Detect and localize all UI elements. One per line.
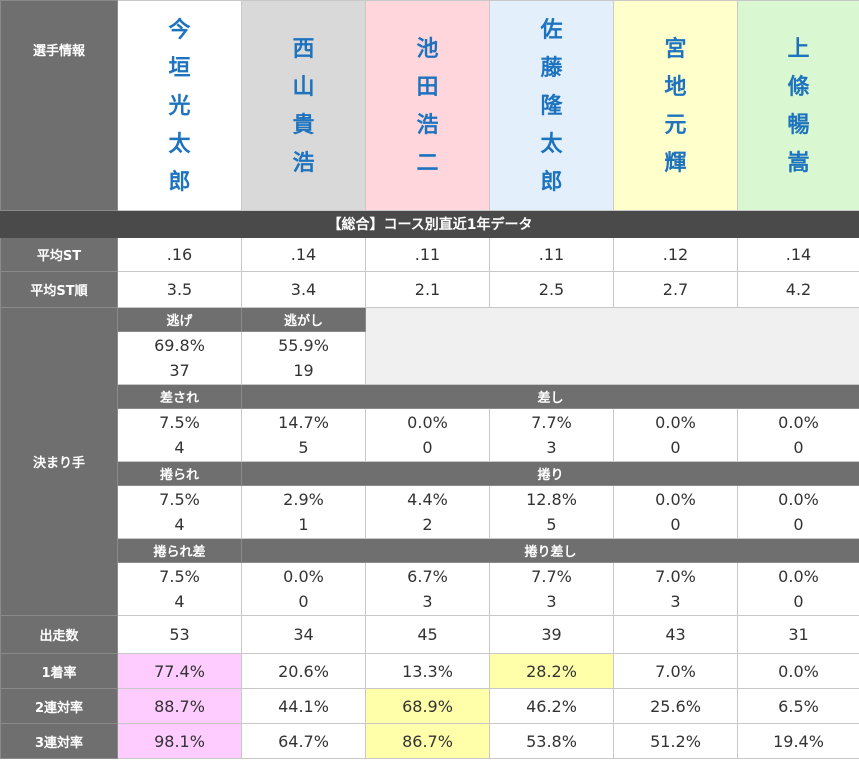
quinella-rate-value: 46.2%: [489, 688, 614, 724]
makurare-header: 捲られ: [117, 461, 242, 486]
starts-row: 出走数 53 34 45 39 43 31: [0, 615, 859, 654]
quinella-rate-value: 44.1%: [241, 688, 366, 724]
header-label: 選手情報: [0, 0, 118, 211]
kimarite-sashi-header-row: 差され 差し: [1, 384, 859, 409]
makuri-value: 12.8% 5: [489, 485, 614, 539]
racer-name-6[interactable]: 上條暢嵩: [737, 0, 859, 211]
makuri-value: 4.4% 2: [365, 485, 490, 539]
kimarite-nige-value-row: 69.8% 37 55.9% 19: [1, 331, 859, 385]
makurare-value: 7.5% 4: [117, 485, 242, 539]
sasare-header: 差され: [117, 384, 242, 409]
avg-st-rank-value: 3.4: [241, 271, 366, 308]
trio-rate-value: 64.7%: [241, 723, 366, 759]
avg-st-value: .14: [241, 237, 366, 272]
quinella-rate-value: 88.7%: [117, 688, 242, 724]
makuri-sashi-value: 7.0% 3: [613, 562, 738, 616]
quinella-rate-value: 6.5%: [737, 688, 859, 724]
avg-st-value: .12: [613, 237, 738, 272]
trio-rate-value: 51.2%: [613, 723, 738, 759]
quinella-rate-value: 68.9%: [365, 688, 490, 724]
quinella-rate-row: 2連対率 88.7% 44.1% 68.9% 46.2% 25.6% 6.5%: [0, 688, 859, 724]
racer-name-1[interactable]: 今垣光太郎: [117, 0, 242, 211]
kimarite-label: 決まり手: [0, 307, 118, 616]
win-rate-label: 1着率: [0, 653, 118, 689]
avg-st-rank-row: 平均ST順 3.5 3.4 2.1 2.5 2.7 4.2: [0, 271, 859, 308]
makuri-sashi-value: 0.0% 0: [737, 562, 859, 616]
kimarite-makuri-sashi-value-row: 7.5% 4 0.0% 0 6.7% 3 7.7% 3 7.0% 3 0.0% 0: [1, 562, 859, 616]
nige-header: 逃げ: [117, 307, 242, 332]
avg-st-rank-value: 3.5: [117, 271, 242, 308]
avg-st-rank-label: 平均ST順: [0, 271, 118, 308]
quinella-rate-value: 25.6%: [613, 688, 738, 724]
sashi-value: 0.0% 0: [365, 408, 490, 462]
sashi-value: 7.7% 3: [489, 408, 614, 462]
trio-rate-row: 3連対率 98.1% 64.7% 86.7% 53.8% 51.2% 19.4%: [0, 723, 859, 759]
racer-name-5[interactable]: 宮地元輝: [613, 0, 738, 211]
makuri-value: 2.9% 1: [241, 485, 366, 539]
sashi-header: 差し: [241, 384, 859, 409]
kimarite-sashi-value-row: 7.5% 4 14.7% 5 0.0% 0 7.7% 3 0.0% 0 0.0% 0: [1, 408, 859, 462]
makuri-sashi-value: 0.0% 0: [241, 562, 366, 616]
makuri-sashi-value: 7.7% 3: [489, 562, 614, 616]
makurare-sashi-header: 捲られ差: [117, 538, 242, 563]
win-rate-value: 7.0%: [613, 653, 738, 689]
avg-st-label: 平均ST: [0, 237, 118, 272]
makurare-sashi-value: 7.5% 4: [117, 562, 242, 616]
trio-rate-value: 86.7%: [365, 723, 490, 759]
avg-st-value: .16: [117, 237, 242, 272]
sashi-value: 14.7% 5: [241, 408, 366, 462]
nigashi-header: 逃がし: [241, 307, 366, 332]
win-rate-value: 13.3%: [365, 653, 490, 689]
kimarite-nige-header-row: 決まり手 逃げ 逃がし: [0, 307, 859, 616]
trio-rate-label: 3連対率: [0, 723, 118, 759]
sasare-value: 7.5% 4: [117, 408, 242, 462]
starts-value: 31: [737, 615, 859, 654]
kimarite-makuri-sashi-header-row: 捲られ差 捲り差し: [1, 538, 859, 563]
starts-value: 45: [365, 615, 490, 654]
makuri-value: 0.0% 0: [737, 485, 859, 539]
starts-label: 出走数: [0, 615, 118, 654]
racer-name-row: 選手情報 今垣光太郎 西山貴浩 池田浩二 佐藤隆太郎 宮地元輝 上條暢嵩: [0, 0, 859, 211]
avg-st-rank-value: 2.1: [365, 271, 490, 308]
starts-value: 39: [489, 615, 614, 654]
starts-value: 53: [117, 615, 242, 654]
avg-st-rank-value: 4.2: [737, 271, 859, 308]
sashi-value: 0.0% 0: [613, 408, 738, 462]
makuri-sashi-header: 捲り差し: [241, 538, 859, 563]
kimarite-makuri-header-row: 捲られ 捲り: [1, 461, 859, 486]
avg-st-value: .14: [737, 237, 859, 272]
makuri-header: 捲り: [241, 461, 859, 486]
avg-st-row: 平均ST .16 .14 .11 .11 .12 .14: [0, 237, 859, 272]
makuri-value: 0.0% 0: [613, 485, 738, 539]
avg-st-rank-value: 2.7: [613, 271, 738, 308]
nige-value: 69.8% 37: [117, 331, 242, 385]
avg-st-value: .11: [489, 237, 614, 272]
kimarite-makuri-value-row: 7.5% 4 2.9% 1 4.4% 2 12.8% 5 0.0% 0 0.0% 0: [1, 485, 859, 539]
section-title-row: 【総合】コース別直近1年データ: [0, 210, 859, 238]
empty-cell: [365, 307, 859, 385]
win-rate-value: 77.4%: [117, 653, 242, 689]
quinella-rate-label: 2連対率: [0, 688, 118, 724]
win-rate-value: 20.6%: [241, 653, 366, 689]
section-title: 【総合】コース別直近1年データ: [0, 210, 859, 238]
win-rate-row: 1着率 77.4% 20.6% 13.3% 28.2% 7.0% 0.0%: [0, 653, 859, 689]
sashi-value: 0.0% 0: [737, 408, 859, 462]
racer-name-4[interactable]: 佐藤隆太郎: [489, 0, 614, 211]
trio-rate-value: 53.8%: [489, 723, 614, 759]
starts-value: 34: [241, 615, 366, 654]
racer-name-3[interactable]: 池田浩二: [365, 0, 490, 211]
makuri-sashi-value: 6.7% 3: [365, 562, 490, 616]
avg-st-rank-value: 2.5: [489, 271, 614, 308]
racer-name-2[interactable]: 西山貴浩: [241, 0, 366, 211]
trio-rate-value: 98.1%: [117, 723, 242, 759]
win-rate-value: 28.2%: [489, 653, 614, 689]
avg-st-value: .11: [365, 237, 490, 272]
starts-value: 43: [613, 615, 738, 654]
nigashi-value: 55.9% 19: [241, 331, 366, 385]
win-rate-value: 0.0%: [737, 653, 859, 689]
trio-rate-value: 19.4%: [737, 723, 859, 759]
